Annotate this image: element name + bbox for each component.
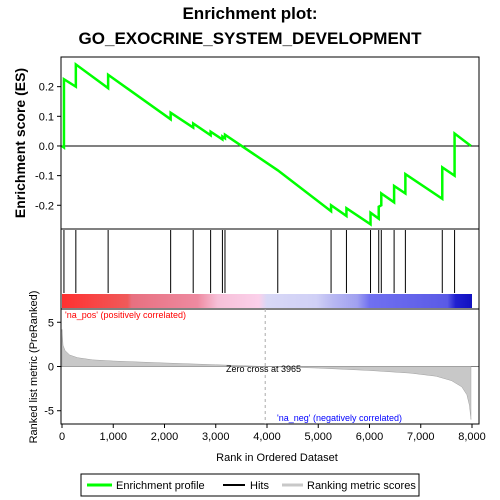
metric-ytick-label: -5 xyxy=(44,406,54,418)
es-ytick-label: 0.0 xyxy=(39,141,54,153)
legend-box xyxy=(80,473,420,497)
hit-markers xyxy=(63,230,456,293)
xtick-label: 1,000 xyxy=(99,431,127,443)
pos-label: 'na_pos' (positively correlated) xyxy=(65,310,186,320)
chart-title-line1: Enrichment plot: xyxy=(182,4,318,23)
xtick-label: 8,000 xyxy=(458,431,486,443)
es-y-axis-label: Enrichment score (ES) xyxy=(12,68,28,218)
es-ytick-label: 0.2 xyxy=(39,82,54,94)
metric-ytick-label: 5 xyxy=(48,317,54,329)
ranking-metric-path xyxy=(61,329,472,420)
legend-ranking-label: Ranking metric scores xyxy=(307,480,416,492)
es-ytick-label: -0.2 xyxy=(35,200,54,212)
legend-es-label: Enrichment profile xyxy=(116,480,205,492)
neg-label: 'na_neg' (negatively correlated) xyxy=(277,413,402,423)
xtick-label: 6,000 xyxy=(356,431,384,443)
ranking-metric-area xyxy=(61,329,472,420)
xtick-label: 4,000 xyxy=(253,431,281,443)
es-y-axis: -0.2 -0.1 0.0 0.1 0.2 xyxy=(35,82,61,212)
zero-cross-label: Zero cross at 3965 xyxy=(226,364,301,374)
enrichment-profile-line xyxy=(61,61,472,227)
xtick-label: 2,000 xyxy=(151,431,179,443)
enrichment-profile-polyline xyxy=(61,61,472,227)
xtick-label: 7,000 xyxy=(407,431,435,443)
chart-title-line2: GO_EXOCRINE_SYSTEM_DEVELOPMENT xyxy=(78,29,422,48)
x-axis: 0 1,000 2,000 3,000 4,000 5,000 6,000 7,000 8,00… xyxy=(59,424,486,443)
xtick-label: 5,000 xyxy=(304,431,332,443)
xtick-label: 0 xyxy=(59,431,65,443)
legend-hits-label: Hits xyxy=(250,480,269,492)
rank-heatmap-bar xyxy=(62,294,472,308)
metric-ytick-label: 0 xyxy=(48,362,54,374)
metric-y-axis-label: Ranked list metric (PreRanked) xyxy=(28,291,40,444)
es-panel-frame xyxy=(60,56,480,230)
x-axis-label: Rank in Ordered Dataset xyxy=(216,452,338,464)
es-ytick-label: -0.1 xyxy=(35,171,54,183)
metric-y-axis: -5 0 5 xyxy=(44,317,61,418)
es-ytick-label: 0.1 xyxy=(39,111,54,123)
xtick-label: 3,000 xyxy=(202,431,230,443)
